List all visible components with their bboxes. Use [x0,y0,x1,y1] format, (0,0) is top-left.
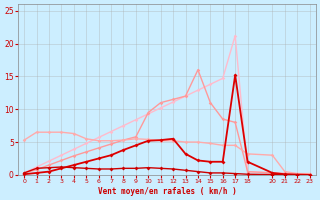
X-axis label: Vent moyen/en rafales ( km/h ): Vent moyen/en rafales ( km/h ) [98,187,236,196]
